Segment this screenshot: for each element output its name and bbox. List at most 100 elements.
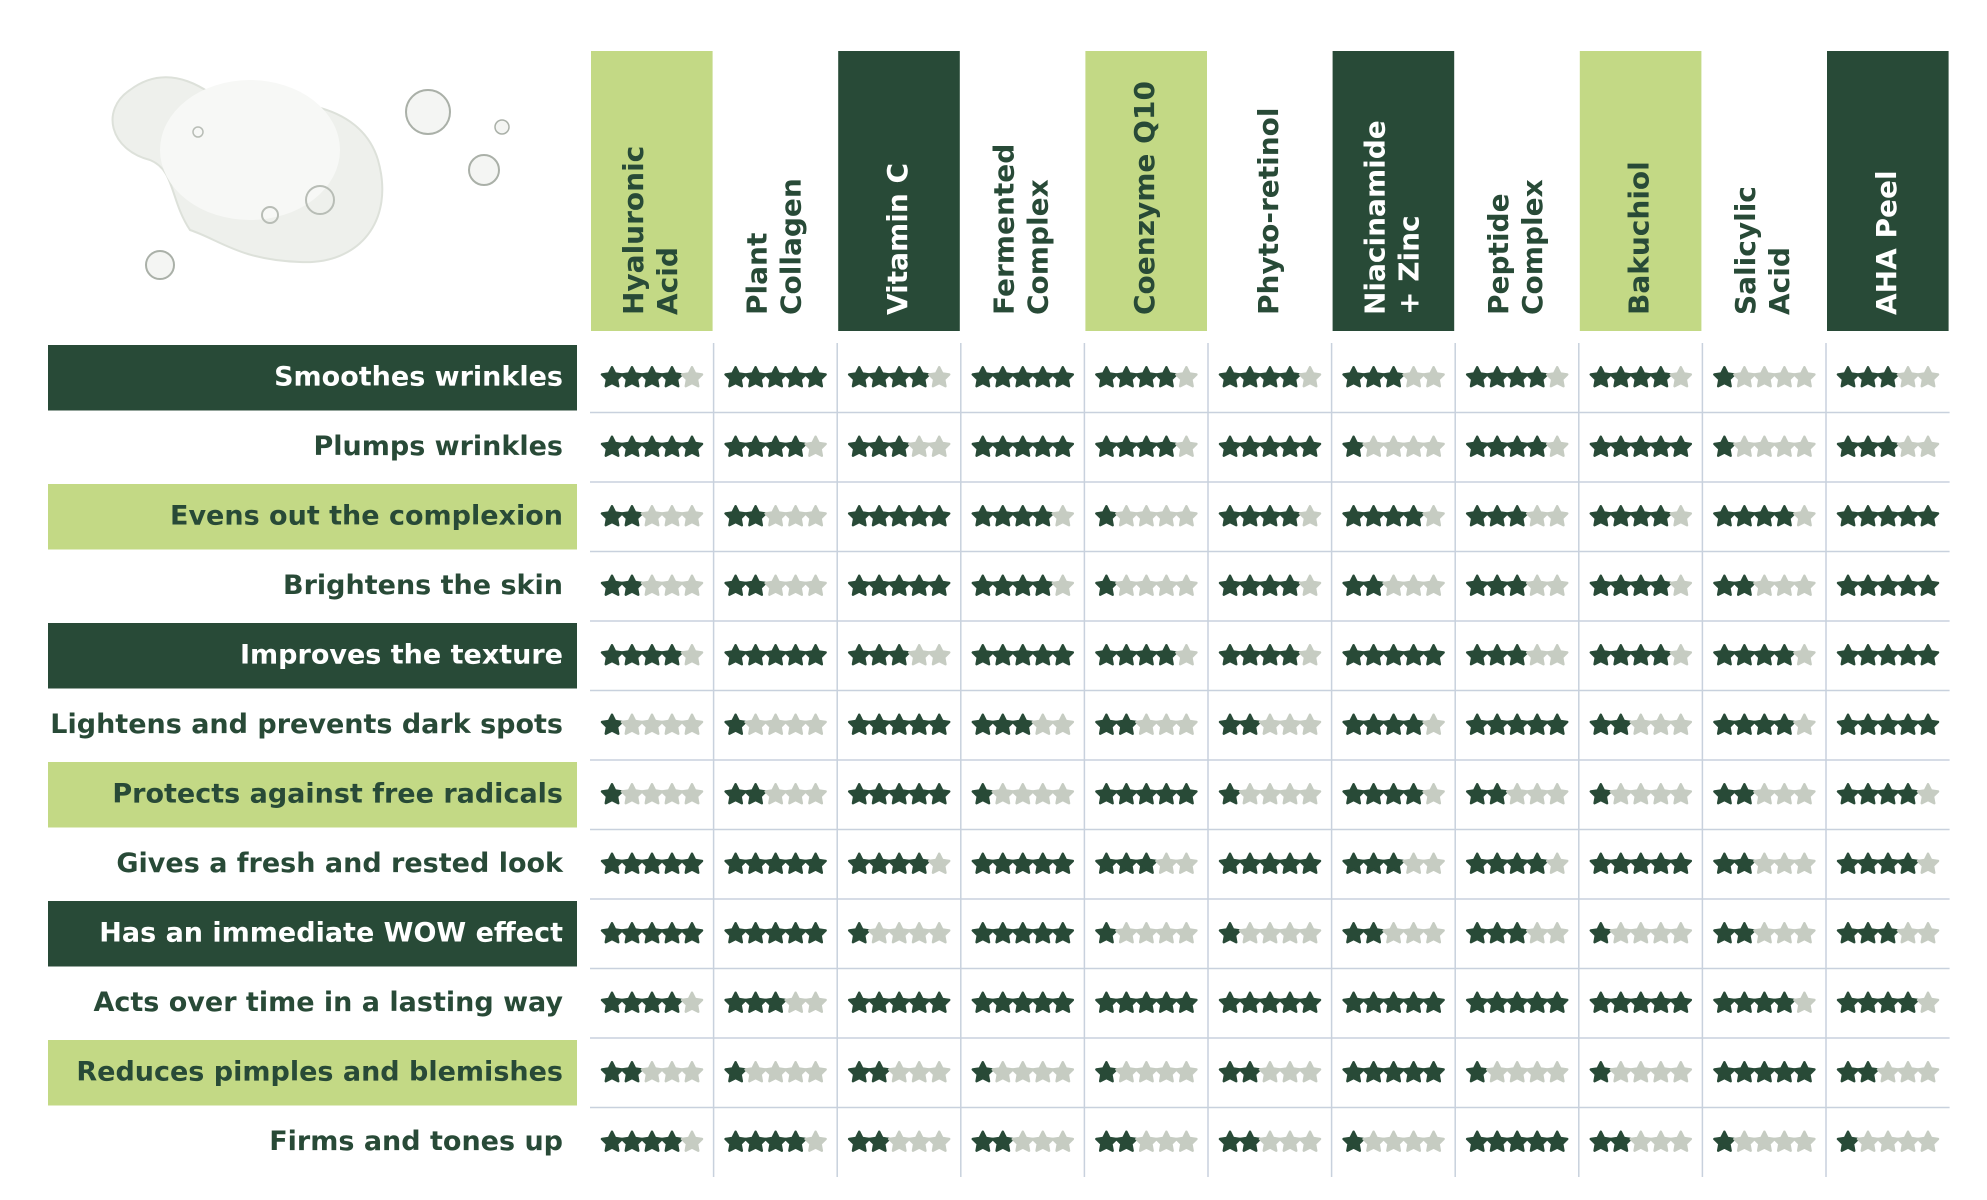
star [887, 713, 911, 735]
star [660, 1130, 684, 1152]
star [1485, 991, 1509, 1013]
star [1465, 783, 1489, 805]
star [1362, 574, 1385, 596]
star [1155, 644, 1178, 666]
star [1629, 644, 1653, 666]
star [1609, 366, 1633, 388]
star [1856, 991, 1880, 1013]
star [1175, 366, 1198, 388]
column-header: + Zinc [1392, 215, 1425, 315]
star [1258, 574, 1282, 596]
star [1382, 1061, 1405, 1083]
star [1031, 713, 1055, 735]
star [1733, 435, 1756, 457]
star [1175, 783, 1198, 805]
star [1629, 1130, 1653, 1152]
star [1545, 713, 1569, 735]
star [1713, 922, 1736, 944]
star [887, 505, 911, 527]
rating [1465, 713, 1569, 735]
star [1258, 852, 1282, 874]
star [1485, 366, 1509, 388]
star [1856, 922, 1880, 944]
star [887, 991, 911, 1013]
star [744, 366, 767, 388]
rating [724, 713, 827, 735]
star [1175, 991, 1198, 1013]
star [1135, 505, 1158, 527]
star [1753, 922, 1776, 944]
rating [1589, 574, 1693, 596]
rating [847, 852, 951, 874]
star [1876, 366, 1900, 388]
star [1362, 713, 1385, 735]
star [620, 1061, 644, 1083]
star [620, 783, 644, 805]
star [1218, 574, 1242, 596]
star [1589, 644, 1613, 666]
star [907, 852, 931, 874]
star [1218, 1130, 1242, 1152]
star [1382, 574, 1405, 596]
rating [1342, 435, 1445, 457]
column-header-bg [1332, 51, 1455, 331]
star [1238, 644, 1262, 666]
star [927, 366, 951, 388]
star [620, 505, 644, 527]
star [620, 366, 644, 388]
star [1465, 713, 1489, 735]
star [764, 713, 787, 735]
star [1589, 1061, 1613, 1083]
rating [847, 1130, 951, 1152]
star [784, 713, 807, 735]
rating [1465, 852, 1569, 874]
star [1649, 991, 1673, 1013]
row-label: Improves the texture [240, 639, 563, 670]
star [907, 922, 931, 944]
star [1896, 991, 1920, 1013]
rating [1218, 713, 1322, 735]
star [1916, 922, 1940, 944]
star [1342, 366, 1365, 388]
star [1505, 852, 1529, 874]
star [1545, 644, 1569, 666]
star [1135, 991, 1158, 1013]
rating [1836, 1061, 1940, 1083]
rating [847, 991, 951, 1013]
star [640, 435, 664, 457]
star [971, 574, 995, 596]
star [1402, 366, 1425, 388]
star [867, 991, 891, 1013]
rating [847, 922, 951, 944]
rating [724, 1130, 827, 1152]
star [1753, 1061, 1776, 1083]
star [660, 435, 684, 457]
rating [724, 852, 827, 874]
star [1793, 1061, 1816, 1083]
star [1733, 852, 1756, 874]
star [1218, 922, 1242, 944]
star [1135, 1061, 1158, 1083]
star [1609, 1061, 1633, 1083]
star [784, 644, 807, 666]
star [1465, 1130, 1489, 1152]
rating [1342, 505, 1445, 527]
star [1896, 435, 1920, 457]
star [1713, 991, 1736, 1013]
star [1278, 574, 1302, 596]
star [1155, 783, 1178, 805]
star [1362, 1061, 1385, 1083]
rating [1218, 783, 1322, 805]
star [784, 783, 807, 805]
star [784, 922, 807, 944]
star [1218, 366, 1242, 388]
rating [600, 435, 704, 457]
star [1238, 852, 1262, 874]
rating [600, 991, 704, 1013]
star [1095, 1061, 1118, 1083]
star [1135, 922, 1158, 944]
star [640, 366, 664, 388]
star [1175, 713, 1198, 735]
star [784, 574, 807, 596]
star [1218, 852, 1242, 874]
